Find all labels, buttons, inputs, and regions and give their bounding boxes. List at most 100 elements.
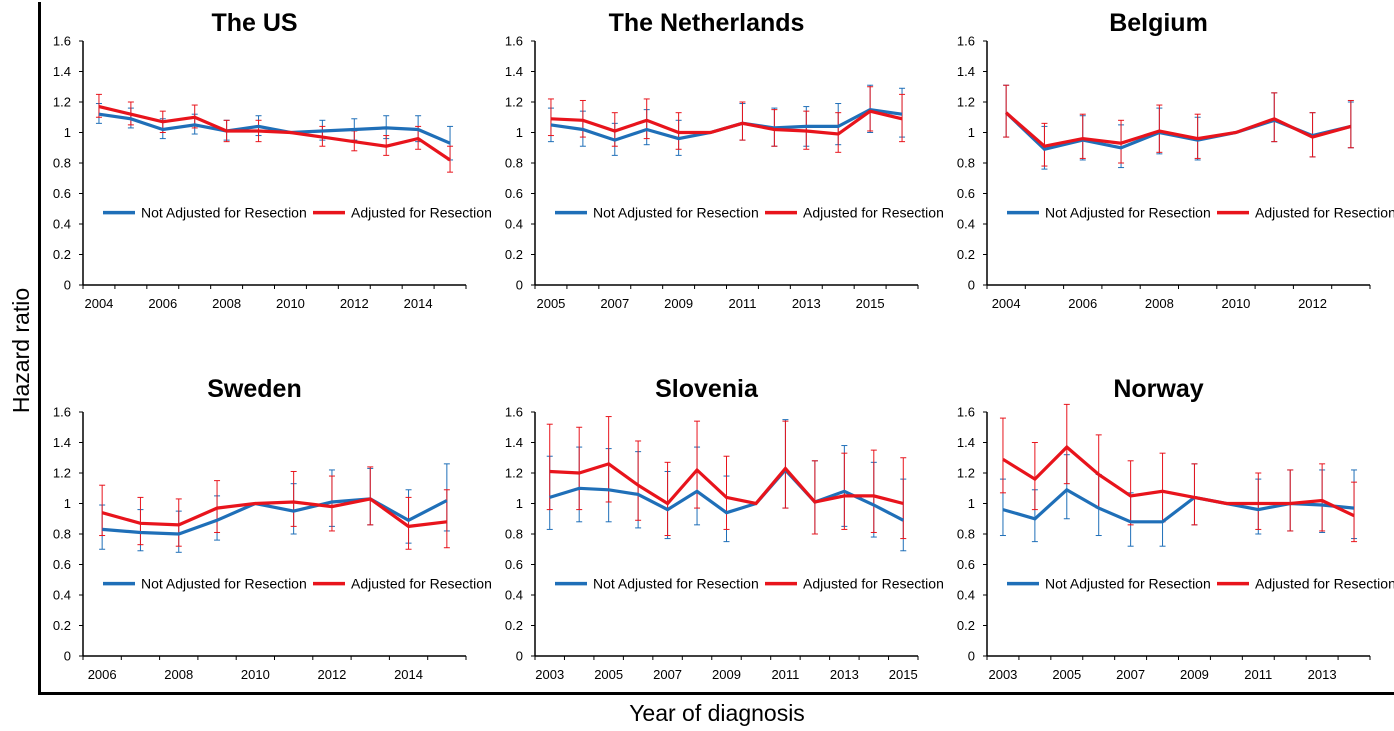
- y-tick-label: 1.2: [505, 95, 523, 110]
- x-tick-label: 2012: [317, 667, 346, 682]
- y-tick-label: 0.6: [957, 557, 975, 572]
- x-tick-label: 2009: [664, 296, 693, 311]
- adjusted-series-line: [1005, 111, 1352, 148]
- y-tick-label: 0.2: [53, 618, 71, 633]
- y-tick-label: 0.2: [957, 247, 975, 262]
- chart-title: Belgium: [1109, 9, 1208, 37]
- y-tick-label: 1: [516, 496, 523, 511]
- x-tick-label: 2015: [889, 667, 918, 682]
- x-tick-label: 2012: [1298, 296, 1327, 311]
- y-tick-label: 1.6: [53, 34, 71, 49]
- adjusted-legend-label: Adjusted for Resection: [803, 576, 944, 592]
- x-tick-label: 2004: [84, 296, 113, 311]
- adjusted-series-line: [98, 105, 451, 162]
- chart-panel-4: Slovenia 0 0.2 0.4 0.6 0.8 1 1.2 1.4 1.6 2003 2005 2…: [505, 375, 944, 682]
- x-tick-label: 2006: [148, 296, 177, 311]
- x-tick-label: 2010: [276, 296, 305, 311]
- y-tick-label: 1.2: [53, 466, 71, 481]
- not-adjusted-legend-label: Not Adjusted for Resection: [141, 576, 307, 592]
- x-tick-label: 2003: [535, 667, 564, 682]
- y-tick-label: 1.4: [505, 435, 523, 450]
- y-tick-label: 0.8: [505, 527, 523, 542]
- y-tick-label: 1.6: [53, 405, 71, 420]
- adjusted-series-line: [549, 462, 904, 506]
- y-tick-label: 0.4: [53, 588, 71, 603]
- not-adjusted-legend-label: Not Adjusted for Resection: [1045, 576, 1211, 592]
- x-tick-label: 2005: [536, 296, 565, 311]
- y-tick-label: 1.4: [957, 435, 975, 450]
- figure-left-border: [38, 2, 41, 694]
- y-tick-label: 1.6: [957, 34, 975, 49]
- x-tick-label: 2014: [394, 667, 423, 682]
- y-tick-label: 1.2: [957, 95, 975, 110]
- x-tick-label: 2004: [992, 296, 1021, 311]
- not-adjusted-legend-label: Not Adjusted for Resection: [593, 576, 759, 592]
- y-tick-label: 0.6: [505, 186, 523, 201]
- x-tick-label: 2014: [404, 296, 433, 311]
- adjusted-legend-label: Adjusted for Resection: [351, 576, 492, 592]
- y-tick-label: 0: [968, 649, 975, 664]
- x-tick-label: 2013: [1308, 667, 1337, 682]
- y-tick-label: 0: [516, 278, 523, 293]
- y-tick-label: 0.6: [505, 557, 523, 572]
- y-tick-label: 0.4: [957, 588, 975, 603]
- x-tick-label: 2013: [792, 296, 821, 311]
- chart-panel-1: The Netherlands 0 0.2 0.4 0.6 0.8 1 1.2 1.4 1.6 20…: [505, 9, 944, 311]
- y-tick-label: 1.2: [505, 466, 523, 481]
- y-tick-label: 1: [64, 125, 71, 140]
- y-tick-label: 0.4: [957, 217, 975, 232]
- y-tick-label: 1: [968, 496, 975, 511]
- chart-title: Norway: [1113, 375, 1203, 403]
- not-adjusted-legend-label: Not Adjusted for Resection: [593, 205, 759, 221]
- x-tick-label: 2003: [988, 667, 1017, 682]
- x-tick-label: 2007: [600, 296, 629, 311]
- x-axis-label: Year of diagnosis: [629, 700, 805, 726]
- x-tick-label: 2011: [771, 667, 799, 682]
- y-tick-label: 1.6: [957, 405, 975, 420]
- adjusted-legend-label: Adjusted for Resection: [803, 205, 944, 221]
- y-tick-label: 1.2: [53, 95, 71, 110]
- not-adjusted-series-line: [549, 467, 905, 522]
- y-tick-label: 0.6: [53, 186, 71, 201]
- y-tick-label: 1.4: [957, 64, 975, 79]
- y-tick-label: 0.2: [53, 247, 71, 262]
- x-tick-label: 2015: [856, 296, 885, 311]
- x-tick-label: 2007: [1116, 667, 1145, 682]
- x-tick-label: 2011: [1244, 667, 1272, 682]
- y-tick-label: 0.4: [505, 217, 523, 232]
- y-tick-label: 0.4: [505, 588, 523, 603]
- y-tick-label: 1: [516, 125, 523, 140]
- y-tick-label: 0.6: [53, 557, 71, 572]
- y-tick-label: 0.8: [53, 156, 71, 171]
- x-tick-label: 2007: [653, 667, 682, 682]
- adjusted-legend-label: Adjusted for Resection: [351, 205, 492, 221]
- y-tick-label: 0.2: [505, 247, 523, 262]
- x-tick-label: 2012: [340, 296, 369, 311]
- y-tick-label: 0.6: [957, 186, 975, 201]
- y-tick-label: 1.4: [53, 435, 71, 450]
- x-tick-label: 2010: [241, 667, 270, 682]
- y-tick-label: 1.6: [505, 405, 523, 420]
- x-tick-label: 2005: [1052, 667, 1081, 682]
- x-tick-label: 2009: [712, 667, 741, 682]
- y-tick-label: 0: [968, 278, 975, 293]
- y-tick-label: 0.8: [957, 527, 975, 542]
- x-tick-label: 2010: [1221, 296, 1250, 311]
- y-tick-label: 0.8: [53, 527, 71, 542]
- x-tick-label: 2008: [164, 667, 193, 682]
- not-adjusted-series-line: [98, 112, 451, 145]
- adjusted-series-line: [101, 497, 447, 529]
- chart-panel-0: The US 0 0.2 0.4 0.6 0.8 1 1.2 1.4 1.6 2004 2006 200…: [53, 9, 492, 311]
- chart-title: Slovenia: [655, 375, 759, 403]
- y-tick-label: 1: [968, 125, 975, 140]
- y-tick-label: 0: [64, 278, 71, 293]
- x-tick-label: 2013: [830, 667, 859, 682]
- not-adjusted-legend-label: Not Adjusted for Resection: [141, 205, 307, 221]
- adjusted-series-line: [1002, 444, 1355, 518]
- adjusted-legend-label: Adjusted for Resection: [1255, 205, 1394, 221]
- not-adjusted-legend-label: Not Adjusted for Resection: [1045, 205, 1211, 221]
- chart-panel-2: Belgium 0 0.2 0.4 0.6 0.8 1 1.2 1.4 1.6 2004 2006 20…: [957, 9, 1394, 311]
- chart-panel-5: Norway 0 0.2 0.4 0.6 0.8 1 1.2 1.4 1.6 2003 2005 200…: [957, 375, 1394, 682]
- x-tick-label: 2009: [1180, 667, 1209, 682]
